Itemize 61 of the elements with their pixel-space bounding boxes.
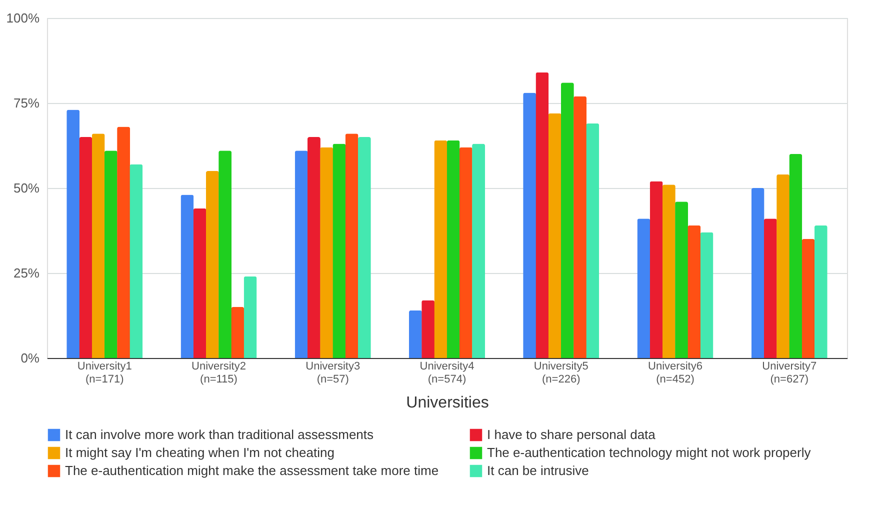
x-tick-label: University3 (n=57)	[306, 360, 360, 386]
y-tick-label: 100%	[6, 10, 40, 26]
y-tick-label: 0%	[20, 350, 40, 366]
y-tick-label: 75%	[13, 96, 40, 110]
x-tick-label: University7 (n=627)	[762, 360, 817, 386]
y-tick-label: 25%	[13, 266, 40, 280]
bar	[459, 147, 472, 358]
bar	[688, 225, 701, 358]
legend-label: It can involve more work than traditional assessments	[65, 427, 374, 442]
bar	[130, 164, 143, 358]
bar	[320, 147, 334, 358]
bar	[218, 150, 232, 358]
bar	[92, 134, 105, 358]
x-tick-label: University2 (n=115)	[192, 360, 246, 386]
bar	[536, 72, 549, 358]
bar	[231, 307, 244, 358]
bar	[574, 96, 587, 358]
x-tick-label: University1 (n=171)	[77, 360, 132, 386]
bar	[814, 225, 828, 358]
bar	[307, 137, 320, 358]
bar	[472, 144, 486, 358]
x-tick-label: University6 (n=452)	[648, 360, 702, 386]
bar	[244, 276, 257, 358]
bar	[560, 82, 574, 358]
bar	[434, 140, 448, 358]
bar	[180, 194, 194, 358]
bar	[548, 113, 562, 358]
bar	[332, 144, 346, 358]
y-tick-label: 50%	[13, 180, 40, 196]
legend-label: It might say I'm cheating when I'm not cheating	[65, 445, 334, 460]
bar	[193, 208, 206, 358]
bar	[79, 137, 92, 358]
bar	[358, 137, 371, 358]
bar	[66, 110, 80, 358]
bar	[345, 134, 358, 358]
bar	[802, 239, 815, 358]
bar	[662, 184, 676, 358]
bar	[675, 202, 688, 358]
legend-label: The e-authentication might make the assessment take more time	[65, 463, 439, 478]
bar	[776, 174, 790, 358]
bar	[586, 123, 600, 358]
bar	[700, 232, 714, 358]
x-axis-title: Universities	[406, 394, 489, 412]
legend-label: The e-authentication technology might not work properly	[487, 445, 812, 460]
bar	[650, 181, 663, 358]
bar	[104, 150, 118, 358]
bar	[637, 218, 650, 358]
bar	[206, 171, 219, 358]
bar	[764, 218, 777, 358]
x-tick-label: University5 (n=226)	[534, 360, 588, 386]
bar	[408, 310, 422, 358]
bar	[117, 126, 130, 358]
legend-label: I have to share personal data	[487, 427, 656, 442]
x-tick-label: University4 (n=574)	[420, 360, 474, 386]
bar	[751, 188, 764, 358]
bar	[422, 300, 435, 358]
bar	[789, 154, 802, 358]
bar	[523, 92, 536, 358]
legend-label: It can be intrusive	[487, 463, 589, 478]
bar	[446, 140, 460, 358]
bar	[294, 150, 308, 358]
